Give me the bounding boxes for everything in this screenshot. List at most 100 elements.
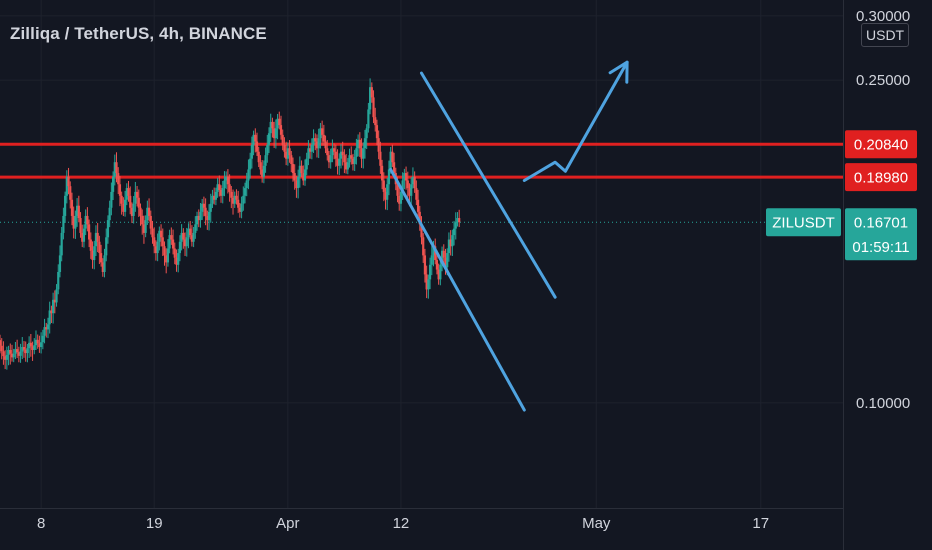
candle-body [336,158,339,166]
candle-body [391,151,394,163]
candle [307,140,310,166]
candle-body [10,353,14,358]
candle-body [108,207,111,221]
candle-body [194,224,197,233]
candle-body [317,138,320,149]
candle-body [211,195,214,204]
candle [197,209,200,228]
candle-body [413,176,416,189]
candles [0,78,461,370]
candle [82,224,86,248]
channel-trendline [420,71,557,299]
candle-body [48,310,51,325]
candle [218,175,221,197]
candle-body [166,248,170,263]
candle [348,148,351,168]
candle-body [387,169,391,185]
candle [213,187,216,205]
candle-body [31,346,34,351]
candle [62,207,65,240]
candle-body [120,195,123,204]
candle [250,136,253,169]
candle-body [14,349,17,354]
candle-body [446,253,449,268]
candle-body [269,121,272,134]
candle [113,154,116,186]
candle-body [29,342,32,347]
candle-body [40,342,43,347]
candle [165,248,168,274]
candle-body [368,87,372,110]
price-axis[interactable]: 0.30000 0.25000 0.10000 0.20840 0.18980 ZILUS… [766,0,917,550]
candle [447,232,451,262]
candle [202,196,205,217]
candle [283,137,286,158]
candle-body [0,345,3,352]
candle-body [4,356,7,360]
candle-body [452,228,456,236]
candle-body [257,151,260,163]
time-tick-label: 8 [37,515,45,532]
price-tick-label: 0.30000 [856,8,910,25]
candle [204,198,207,226]
candle-body [165,255,168,263]
candle-body [290,155,293,165]
candle-body [231,197,235,204]
candle [372,90,375,124]
candle-body [24,349,27,354]
candle [43,318,46,344]
candle [225,171,228,190]
candle [382,172,385,202]
candle-body [101,262,104,272]
candle [254,128,257,153]
candle [451,229,454,257]
candle-body [370,87,373,98]
candle [437,263,440,285]
level-price-tag [845,163,917,192]
candle [368,78,372,115]
candle-body [312,138,315,145]
candle [105,228,108,262]
candle-body [425,274,428,290]
candle [117,167,120,195]
candle-body [266,144,269,156]
chart-title: Zilliqa / TetherUS, 4h, BINANCE [10,24,267,43]
time-axis[interactable]: 8 19 Apr 12 May 17 [0,508,843,533]
candle-body [122,203,125,212]
candle [195,211,199,231]
candle-body [195,215,199,225]
candle-body [341,151,344,156]
candle-body [221,188,224,196]
candle-body [331,148,334,156]
candle-body [46,324,50,330]
candle [141,209,144,235]
candle [449,230,452,256]
candle-body [123,199,127,212]
candle [209,193,212,223]
candle [322,124,325,146]
candle-body [264,155,267,166]
candle-body [247,169,250,181]
candle [415,180,418,206]
candle [31,341,34,361]
candle-body [415,188,418,200]
candle [357,134,360,157]
candle [281,129,284,151]
candle-body [197,215,200,221]
candle-body [440,250,444,265]
candle-body [386,184,389,200]
drawings[interactable] [389,60,629,412]
candle-body [454,222,457,229]
candle [192,226,195,248]
candle [29,333,32,357]
candle-body [401,180,404,192]
level-price-label: 0.18980 [854,170,908,187]
candle [64,191,67,223]
candle-body [456,218,459,223]
candle-body [250,144,253,159]
currency-button[interactable]: USDT [861,23,910,47]
candle [312,129,315,153]
candle-body [113,162,116,177]
candle [363,129,367,159]
